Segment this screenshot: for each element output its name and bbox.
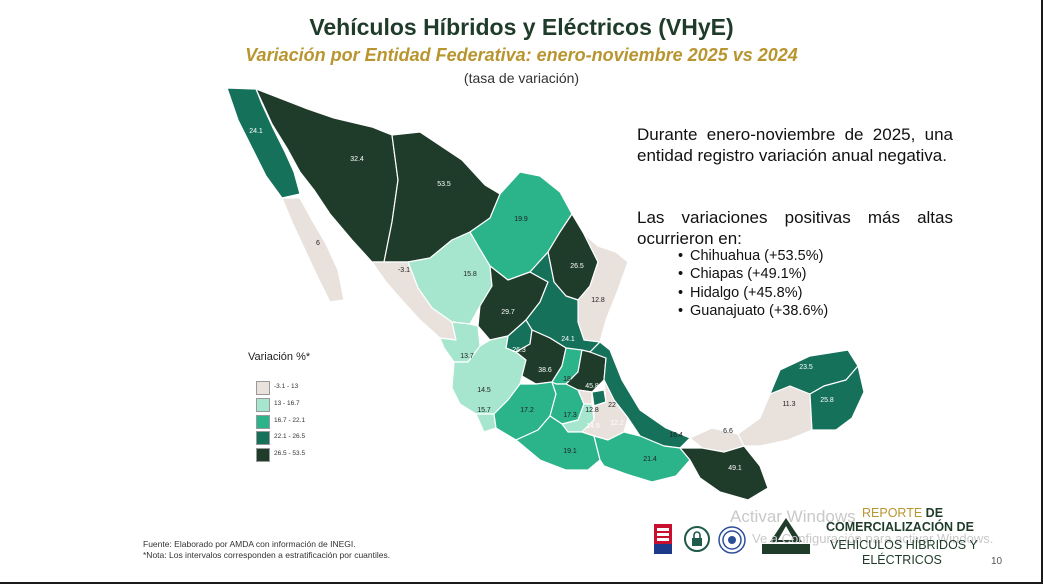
bullet-text: Hidalgo (+45.8%) xyxy=(690,285,803,301)
map-value-label: 12.2 xyxy=(610,420,624,427)
legend-swatch xyxy=(256,448,270,462)
state-baja-california-sur xyxy=(281,197,345,303)
page-number: 10 xyxy=(991,556,1003,567)
legend-label: 22.1 - 26.5 xyxy=(274,433,306,440)
report-word: REPORTE xyxy=(862,506,926,520)
map-value-label: 21.4 xyxy=(643,456,657,463)
gptw-logo-mark xyxy=(654,528,672,554)
bullet-text: Chiapas (+49.1%) xyxy=(690,266,807,282)
map-value-label: 38.6 xyxy=(538,367,552,374)
map-value-label: 19.1 xyxy=(563,448,577,455)
report-word-de: DE xyxy=(925,506,944,520)
narrative-paragraph-1: Durante enero-noviembre de 2025, una ent… xyxy=(637,125,953,165)
state-baja-california xyxy=(226,87,301,199)
bullet-text: Chihuahua (+53.5%) xyxy=(690,248,824,264)
map-value-label: 45.8 xyxy=(585,383,599,390)
windows-watermark-hint: Ve a Configuración para activar Windows. xyxy=(752,531,994,546)
map-value-label: 15.8 xyxy=(463,271,477,278)
map-value-label: 18 xyxy=(563,376,571,383)
map-value-label: 17.2 xyxy=(520,407,534,414)
legend-swatch xyxy=(256,398,270,412)
map-value-label: 19.9 xyxy=(514,216,528,223)
footer-note: *Nota: Los intervalos corresponden a est… xyxy=(143,550,391,560)
map-value-label: 24.1 xyxy=(249,128,263,135)
slide-title: Vehículos Híbridos y Eléctricos (VHyE) xyxy=(309,14,734,40)
map-value-label: 16.4 xyxy=(669,432,683,439)
map-value-label: 26.3 xyxy=(512,347,526,354)
footer-source: Fuente: Elaborado por AMDA con informaci… xyxy=(143,539,356,549)
report-brand-line4: ELÉCTRICOS xyxy=(862,553,942,567)
bullet-item: • Chiapas (+49.1%) xyxy=(678,266,807,282)
report-brand-line3: VEHÍCULOS HÍBRIDOS Y xyxy=(830,538,978,552)
map-value-label: 49.1 xyxy=(728,465,742,472)
map-value-label: 14.5 xyxy=(477,387,491,394)
map-value-label: 13.7 xyxy=(460,353,474,360)
bullet-text: Guanajuato (+38.6%) xyxy=(690,303,829,319)
seal-badge-icon xyxy=(718,526,746,559)
map-value-label: 12.8 xyxy=(591,297,605,304)
gptw-logo xyxy=(654,524,672,554)
legend-swatch xyxy=(256,381,270,395)
legend-swatch xyxy=(256,431,270,445)
map-value-label: 29.7 xyxy=(501,309,515,316)
legend-swatch xyxy=(256,415,270,429)
slide-subtitle: Variación por Entidad Federativa: enero-… xyxy=(245,45,798,65)
map-value-label: 11.3 xyxy=(782,401,795,408)
report-brand-line1: REPORTE DE xyxy=(862,506,943,520)
map-value-label: 14.9 xyxy=(586,423,600,430)
map-value-label: 22 xyxy=(608,402,616,409)
state-colima xyxy=(475,413,497,433)
amda-logo xyxy=(758,516,814,561)
bullet-item: • Guanajuato (+38.6%) xyxy=(678,303,829,319)
windows-watermark: Activar Windows xyxy=(730,507,856,526)
map-value-label: 12.8 xyxy=(585,407,599,414)
map-value-label: 6.6 xyxy=(723,428,733,435)
map-value-label: -3.1 xyxy=(398,267,410,274)
legend-label: 16.7 - 22.1 xyxy=(274,417,306,424)
legend-title: Variación %* xyxy=(248,351,311,363)
bullet-item: • Chihuahua (+53.5%) xyxy=(678,248,824,264)
map-value-label: 32.4 xyxy=(350,156,364,163)
map-value-label: 53.5 xyxy=(437,181,451,188)
legend-label: -3.1 - 13 xyxy=(274,383,299,390)
map-value-label: 6 xyxy=(316,240,320,247)
report-brand-line2: COMERCIALIZACIÓN DE xyxy=(826,520,974,534)
map-value-label: 23.5 xyxy=(799,364,813,371)
state-quintana-roo xyxy=(809,365,865,431)
narrative-paragraph-2: Las variaciones positivas más altas ocur… xyxy=(637,208,953,248)
map-value-label: 25.8 xyxy=(820,397,834,404)
state-campeche xyxy=(737,385,813,447)
map-value-label: 17.3 xyxy=(563,412,577,419)
unit-caption: (tasa de variación) xyxy=(463,70,580,86)
map-value-label: 15.7 xyxy=(477,407,491,414)
state-chiapas xyxy=(679,445,769,501)
legend-label: 13 - 16.7 xyxy=(274,400,300,407)
state-guerrero xyxy=(515,415,601,471)
map-value-label: 26.5 xyxy=(570,263,584,270)
map-value-label: 24.1 xyxy=(561,336,575,343)
bullet-item: • Hidalgo (+45.8%) xyxy=(678,285,803,301)
legend-label: 26.5 - 53.5 xyxy=(274,450,306,457)
lock-badge-icon xyxy=(684,526,710,557)
